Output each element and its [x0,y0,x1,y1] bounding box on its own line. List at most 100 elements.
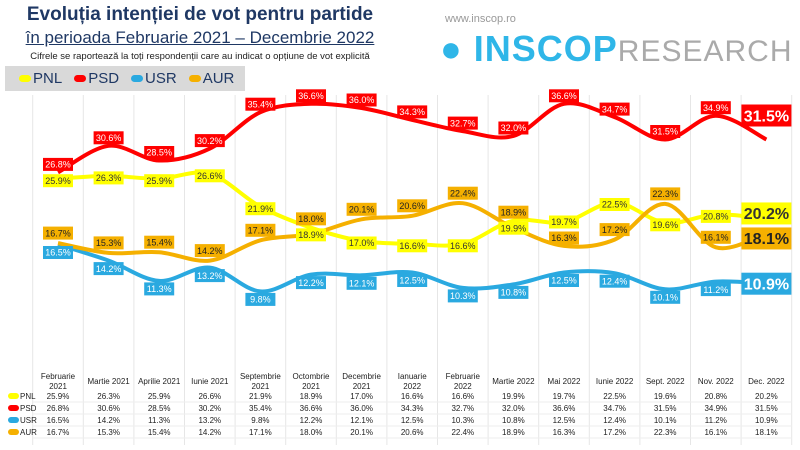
data-label: 34.9% [703,103,729,113]
legend-item-aur: AUR [188,70,235,87]
table-header: Ianuarie [398,372,427,381]
data-label-bg [144,282,175,296]
table-cell: 16.7% [47,428,70,437]
data-label-bg [346,276,377,290]
table-cell: 28.5% [148,404,171,413]
table-cell: 17.1% [249,428,272,437]
data-label-bg [741,227,792,250]
data-label: 11.3% [147,284,172,294]
data-label: 10.8% [501,288,527,298]
data-label-bg [144,174,175,188]
data-label: 9.8% [250,295,271,305]
table-cell: 20.6% [401,428,424,437]
data-label: 34.3% [399,107,425,117]
table-header: 2021 [252,382,270,391]
data-label: 18.1% [744,231,789,248]
table-cell: 34.9% [704,404,727,413]
table-header: Septembrie [240,372,281,381]
table-cell: 36.0% [350,404,373,413]
data-label: 17.0% [349,238,375,248]
data-label-bg [397,105,428,119]
data-label-bg [296,276,326,290]
table-cell: 36.6% [300,404,323,413]
table-cell: 21.9% [249,392,272,401]
data-label: 13.2% [197,271,223,281]
data-label: 28.5% [146,148,172,158]
data-label-bg [498,285,529,299]
brand-logo: ● INSCOPRESEARCH [440,28,793,69]
table-cell: 10.9% [755,416,778,425]
data-label: 20.1% [349,205,375,215]
legend-key-psd [8,405,19,411]
table-cell: 22.4% [451,428,474,437]
data-label-bg [245,97,276,111]
table-cell: 16.6% [401,392,424,401]
series-line-psd [56,101,768,175]
data-label-bg [194,244,225,258]
data-label-bg [447,116,478,130]
table-cell: 11.2% [705,416,727,425]
table-row-label: PNL [20,392,36,401]
table-cell: 12.1% [350,416,373,425]
table-cell: 12.4% [603,416,626,425]
data-label-bg [599,198,630,211]
legend-swatch [19,75,31,82]
table-cell: 10.1% [654,416,677,425]
table-header: Februarie [41,372,76,381]
data-label: 12.4% [602,276,628,286]
data-label: 16.6% [399,241,425,251]
series-line-aur [57,201,768,263]
legend-label: PSD [88,70,120,87]
data-label: 17.1% [248,226,274,236]
table-cell: 31.5% [654,404,677,413]
data-label-bg [498,205,529,219]
table-cell: 16.3% [553,428,576,437]
table-cell: 16.6% [451,392,474,401]
legend-label: AUR [202,70,235,87]
table-header: 2021 [49,382,67,391]
data-label-bg [93,262,124,276]
data-label: 26.3% [96,173,122,183]
table-cell: 17.2% [603,428,626,437]
data-label-bg [93,171,124,185]
data-label-bg [650,218,681,232]
data-label-bg [599,274,630,288]
data-label: 32.7% [450,118,476,128]
data-label: 36.0% [349,95,375,105]
data-label-bg [447,186,478,200]
table-row-label: AUR [20,428,37,437]
table-cell: 14.2% [97,416,120,425]
table-cell: 20.1% [350,428,373,437]
series-line-usr [57,242,767,294]
table-cell: 15.3% [97,428,120,437]
table-header: Martie 2021 [87,377,130,386]
data-label-bg [194,269,225,283]
data-label-bg [650,187,681,201]
table-cell: 26.6% [198,392,221,401]
table-header: Aprilie 2021 [138,377,181,386]
table-cell: 12.5% [553,416,576,425]
data-label: 18.9% [298,230,324,240]
data-label-bg [447,289,478,303]
legend-label: USR [145,70,177,87]
table-cell: 22.3% [654,428,677,437]
data-label-bg [599,223,630,237]
table-cell: 18.1% [755,428,778,437]
table-cell: 31.5% [755,404,778,413]
data-label-bg [245,202,276,216]
legend-label: PNL [33,70,63,87]
chart-title: Evoluția intenției de vot pentru partide [26,4,374,25]
data-label-bg [498,221,529,235]
table-cell: 20.2% [755,392,778,401]
data-label: 34.7% [602,104,628,114]
data-label: 12.1% [349,279,375,289]
table-cell: 14.2% [198,428,221,437]
data-label: 35.4% [248,99,274,109]
data-label: 10.1% [652,293,678,303]
table-header: Iunie 2021 [191,377,229,386]
data-label: 22.5% [602,200,628,210]
table-cell: 12.2% [300,416,323,425]
data-label: 16.6% [450,241,476,251]
data-label-bg [650,290,681,304]
